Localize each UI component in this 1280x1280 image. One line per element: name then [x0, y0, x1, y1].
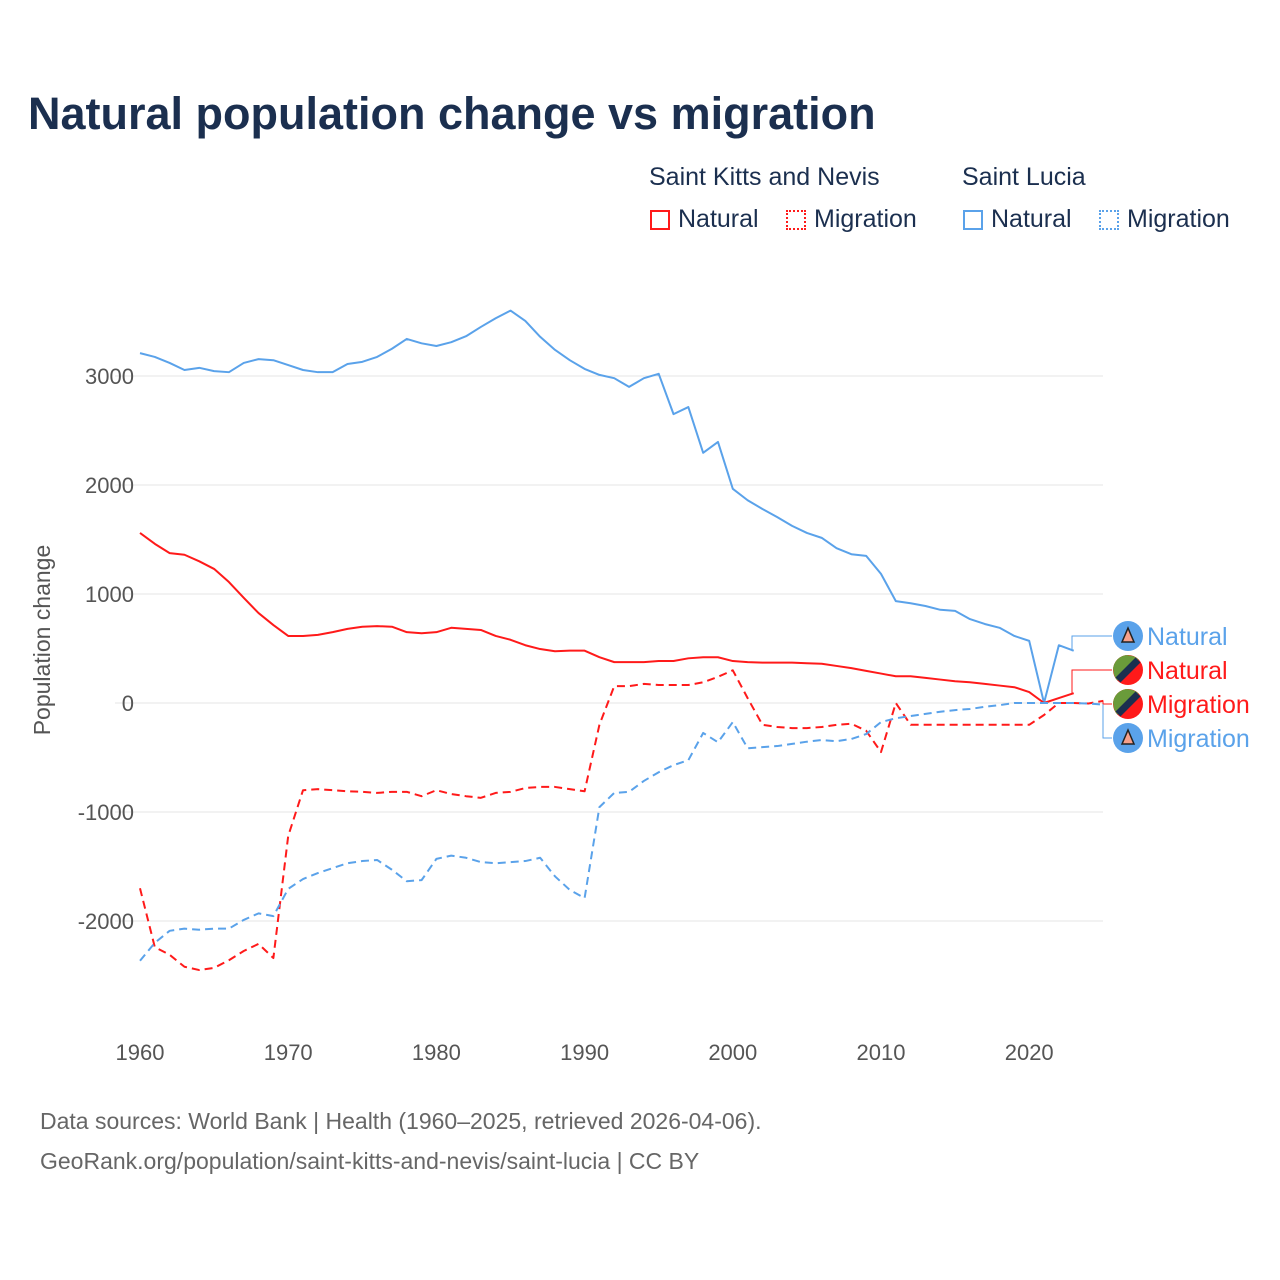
- legend-label: Migration: [1127, 205, 1230, 233]
- y-tick-label: 1000: [85, 582, 134, 607]
- chart-title: Natural population change vs migration: [28, 88, 876, 139]
- end-label: Natural: [1147, 623, 1228, 651]
- series-line-saint-lucia-natural: [139, 309, 1075, 704]
- end-label-connector: [1071, 635, 1112, 652]
- end-label-connector: [1102, 704, 1112, 739]
- y-tick-label: -2000: [78, 909, 134, 934]
- flag-band: [1115, 657, 1141, 683]
- series-line-saint-kitts-and-nevis-migration: [139, 669, 1104, 972]
- legend-swatch-dotted: [786, 209, 806, 230]
- legend-label: Natural: [678, 205, 759, 233]
- flag-triangle: [1120, 626, 1136, 643]
- y-tick-label: 2000: [85, 473, 134, 498]
- series-line-saint-lucia-migration: [139, 702, 1104, 962]
- y-axis-label: Population change: [29, 545, 55, 736]
- end-label-connector: [1102, 700, 1112, 705]
- flag-triangle: [1120, 728, 1136, 745]
- legend-swatch-dotted: [1099, 209, 1119, 230]
- footer-url[interactable]: GeoRank.org/population/saint-kitts-and-n…: [40, 1148, 700, 1174]
- x-tick-label: 1980: [412, 1040, 461, 1065]
- x-tick-label: 1990: [560, 1040, 609, 1065]
- end-label-connector: [1071, 669, 1112, 694]
- legend-swatch-solid: [650, 209, 670, 230]
- x-tick-label: 1960: [116, 1040, 165, 1065]
- end-label: Migration: [1147, 691, 1250, 719]
- legend-sl-migration[interactable]: Migration: [1099, 205, 1230, 234]
- legend-label: Migration: [814, 205, 917, 233]
- legend-group-saint-lucia: Saint Lucia: [962, 163, 1086, 191]
- legend-sl-natural[interactable]: Natural: [963, 205, 1072, 234]
- flag-band: [1115, 691, 1141, 717]
- legend-group-saint-kitts-and-nevis: Saint Kitts and Nevis: [649, 163, 880, 191]
- end-label: Natural: [1147, 657, 1228, 685]
- legend-swatch-solid: [963, 209, 983, 230]
- x-tick-label: 1970: [264, 1040, 313, 1065]
- legend-skn-migration[interactable]: Migration: [786, 205, 917, 234]
- legend-label: Natural: [991, 205, 1072, 233]
- y-tick-label: -1000: [78, 800, 134, 825]
- y-tick-label: 3000: [85, 364, 134, 389]
- x-tick-label: 2000: [708, 1040, 757, 1065]
- y-tick-label: 0: [122, 691, 134, 716]
- footer-source: Data sources: World Bank | Health (1960–…: [40, 1108, 762, 1134]
- end-label: Migration: [1147, 725, 1250, 753]
- x-tick-label: 2020: [1005, 1040, 1054, 1065]
- x-tick-label: 2010: [857, 1040, 906, 1065]
- series-line-saint-kitts-and-nevis-natural: [139, 532, 1074, 704]
- legend-skn-natural[interactable]: Natural: [650, 205, 759, 234]
